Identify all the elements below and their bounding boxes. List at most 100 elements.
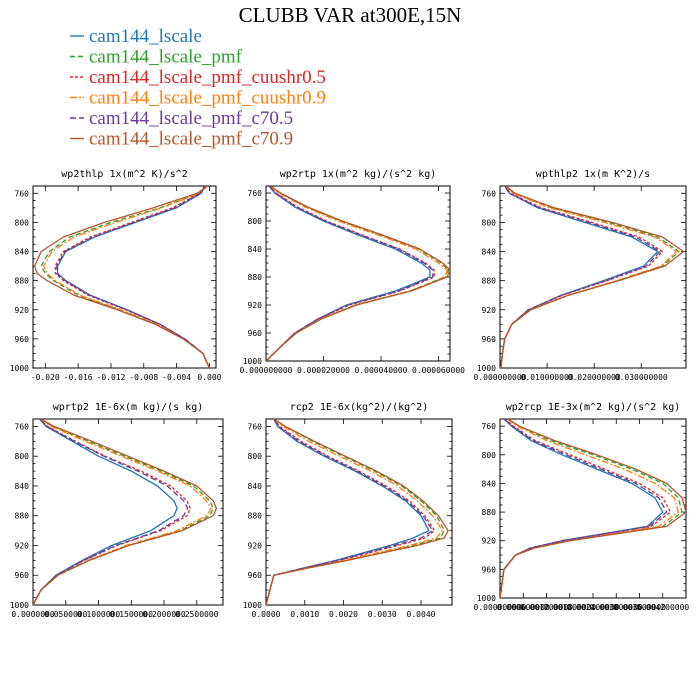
x-tick-label: 0.000000000 (474, 603, 527, 612)
panel-grid: wp2thlp 1x(m^2 K)/s^2 760 800 840 880 920 960 1… (10, 169, 690, 619)
panel-3: wpthlp2 1x(m K^2)/s 760 800 840 880 920 960 100… (474, 169, 687, 382)
panel-6: wp2rcp 1E-3x(m^2 kg)/(s^2 kg) 760 800 840 88… (474, 402, 690, 612)
series-line-cam144_lscale_pmf (33, 419, 214, 605)
panel-4: wprtp2 1E-6x(m kg)/(s kg) 760 800 840 880 920… (10, 402, 224, 619)
y-tick-label: 800 (15, 218, 30, 227)
y-tick-label: 1000 (477, 364, 496, 373)
x-tick-label: 0.1500000 (110, 610, 154, 619)
y-tick-label: 920 (15, 541, 30, 550)
panel-title: wp2thlp 1x(m^2 K)/s^2 (61, 169, 187, 180)
legend-label: cam144_lscale_pmf_c70.9 (89, 129, 293, 150)
legend-entry: cam144_lscale (70, 26, 202, 47)
y-tick-label: 760 (482, 422, 497, 431)
series-line-cam144_lscale_pmf_cuushr0.9 (33, 419, 212, 605)
y-tick-label: 840 (15, 482, 30, 491)
y-tick-label: 920 (248, 301, 263, 310)
x-tick-label: 0.010000000 (521, 373, 574, 382)
series-line-cam144_lscale_pmf_cuushr0.5 (500, 186, 664, 368)
legend-entry: cam144_lscale_pmf_cuushr0.5 (70, 67, 326, 88)
series-line-cam144_lscale (500, 186, 659, 368)
x-tick-label: 0.004200000 (636, 603, 689, 612)
series-line-cam144_lscale_pmf_c70.9 (33, 186, 210, 368)
x-tick-label: 0.0000 (252, 610, 281, 619)
series-line-cam144_lscale_pmf_c70.9 (266, 186, 450, 361)
series-line-cam144_lscale_pmf_c70.9 (266, 419, 449, 605)
series-line-cam144_lscale_pmf_cuushr0.5 (500, 419, 672, 598)
legend-entry: cam144_lscale_pmf_c70.9 (70, 129, 293, 150)
series-line-cam144_lscale_pmf_cuushr0.5 (33, 419, 191, 605)
y-tick-label: 960 (248, 571, 263, 580)
y-tick-label: 840 (482, 248, 497, 257)
series-line-cam144_lscale_pmf_cuushr0.5 (266, 186, 435, 361)
x-tick-label: 0.001200000 (520, 603, 573, 612)
y-tick-label: 840 (482, 479, 497, 488)
plot-frame (32, 418, 224, 606)
y-tick-label: 800 (15, 452, 30, 461)
y-tick-label: 840 (248, 482, 263, 491)
x-tick-label: 0.003600000 (613, 603, 666, 612)
series-line-cam144_lscale_pmf_c70.5 (500, 419, 668, 598)
series-line-cam144_lscale_pmf (500, 419, 683, 598)
y-tick-label: 800 (482, 451, 497, 460)
panel-title: wprtp2 1E-6x(m kg)/(s kg) (53, 402, 204, 413)
series-line-cam144_lscale_pmf_c70.5 (266, 186, 434, 361)
x-tick-label: -0.008 (129, 373, 158, 382)
series-line-cam144_lscale_pmf_c70.9 (33, 419, 218, 605)
y-tick-label: 960 (482, 565, 497, 574)
series-line-cam144_lscale_pmf_cuushr0.9 (43, 186, 210, 368)
y-tick-label: 880 (15, 512, 30, 521)
series-line-cam144_lscale_pmf (40, 186, 210, 368)
plot-frame (265, 418, 453, 606)
plot-frame (265, 185, 451, 362)
legend-label: cam144_lscale (89, 26, 202, 47)
series-line-cam144_lscale (266, 186, 431, 361)
plot-frame (499, 418, 687, 599)
y-tick-label: 800 (248, 452, 263, 461)
x-tick-label: 0.0030 (368, 610, 397, 619)
x-tick-label: -0.016 (64, 373, 93, 382)
series-line-cam144_lscale_pmf_cuushr0.5 (266, 419, 436, 605)
x-tick-label: 0.001800000 (543, 603, 596, 612)
plot-frame (499, 185, 687, 369)
y-tick-label: 1000 (243, 601, 262, 610)
y-tick-label: 920 (15, 306, 30, 315)
y-tick-label: 760 (15, 422, 30, 431)
y-tick-label: 840 (248, 245, 263, 254)
panel-1: wp2thlp 1x(m^2 K)/s^2 760 800 840 880 920 960 1… (10, 169, 222, 382)
legend-entry: cam144_lscale_pmf_c70.5 (70, 108, 293, 129)
x-tick-label: 0.000000000 (240, 366, 293, 375)
legend-label: cam144_lscale_pmf_cuushr0.9 (89, 88, 326, 109)
y-tick-label: 920 (482, 306, 497, 315)
series-line-cam144_lscale_pmf_c70.5 (266, 419, 434, 605)
x-tick-label: 0.020000000 (568, 373, 621, 382)
y-tick-label: 760 (248, 189, 263, 198)
legend: cam144_lscalecam144_lscale_pmfcam144_lsc… (70, 26, 326, 150)
series-line-cam144_lscale (266, 419, 430, 605)
x-tick-label: 0.0500000 (44, 610, 88, 619)
x-tick-label: -0.020 (31, 373, 60, 382)
series-line-cam144_lscale_pmf_c70.5 (500, 186, 661, 368)
x-tick-label: 0.002400000 (567, 603, 620, 612)
x-tick-label: 0.000060000 (412, 366, 465, 375)
x-tick-label: 0.0010 (290, 610, 319, 619)
y-tick-label: 760 (482, 189, 497, 198)
series-line-cam144_lscale_pmf (500, 186, 680, 368)
y-tick-label: 880 (482, 508, 497, 517)
panel-title: rcp2 1E-6x(kg^2)/(kg^2) (290, 402, 428, 413)
y-tick-label: 760 (15, 189, 30, 198)
legend-entry: cam144_lscale_pmf (70, 47, 243, 68)
y-tick-label: 960 (15, 571, 30, 580)
panel-2: wp2rtp 1x(m^2 kg)/(s^2 kg) 760 800 840 880 92… (240, 169, 466, 375)
legend-label: cam144_lscale_pmf_cuushr0.5 (89, 67, 326, 88)
y-tick-label: 1000 (477, 594, 496, 603)
x-tick-label: 0.003000000 (590, 603, 643, 612)
series-line-cam144_lscale_pmf_cuushr0.9 (500, 419, 679, 598)
y-tick-label: 1000 (243, 357, 262, 366)
x-tick-label: 0.000600000 (497, 603, 550, 612)
x-tick-label: 0.000 (197, 373, 221, 382)
y-tick-label: 960 (482, 335, 497, 344)
x-tick-label: 0.030000000 (615, 373, 668, 382)
y-tick-label: 880 (482, 277, 497, 286)
series-line-cam144_lscale_pmf_cuushr0.9 (266, 419, 443, 605)
y-tick-label: 920 (248, 541, 263, 550)
